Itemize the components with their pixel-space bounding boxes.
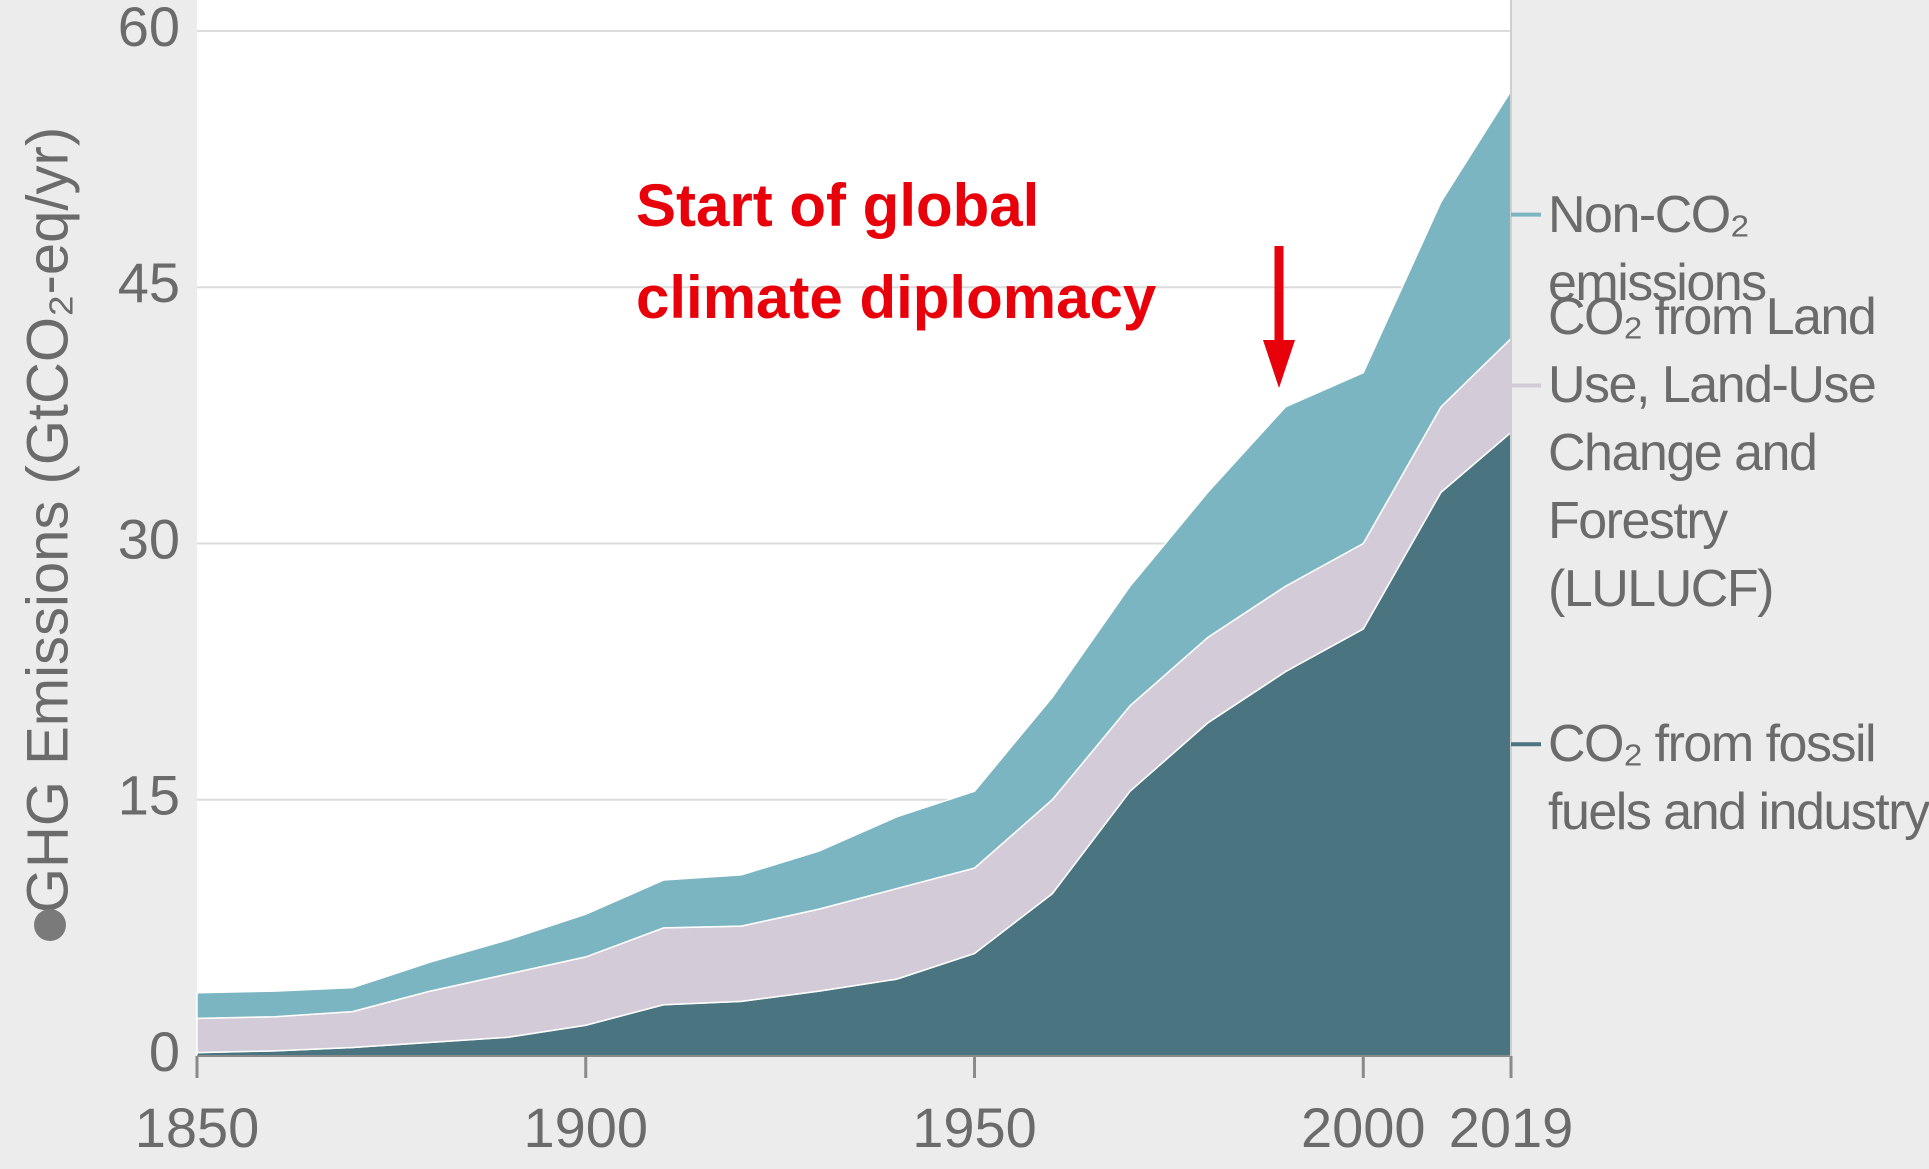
x-tick-label: 2019 — [1449, 1096, 1574, 1159]
x-tick-label: 1850 — [135, 1096, 260, 1159]
y-tick-label: 60 — [118, 0, 180, 58]
y-axis-label: GHG Emissions (GtCO₂-eq/yr) — [15, 127, 80, 913]
x-tick-label: 1900 — [523, 1096, 648, 1159]
x-tick-label: 2000 — [1301, 1096, 1426, 1159]
arrow-head — [1263, 340, 1295, 388]
y-tick-label: 30 — [118, 507, 180, 570]
x-tick-label: 1950 — [912, 1096, 1037, 1159]
legend-label: CO₂ from Land Use, Land-Use Change and F… — [1548, 288, 1877, 619]
y-tick-label: 0 — [149, 1020, 180, 1083]
annotation: Start of global climate diplomacy — [636, 172, 1157, 331]
y-tick-label: 45 — [118, 251, 180, 314]
y-tick-label: 15 — [118, 764, 180, 827]
legend-label: Non-CO₂ emissions — [1548, 185, 1767, 312]
icon — [34, 909, 66, 941]
legend-label: CO₂ from fossil fuels and industry — [1548, 715, 1929, 842]
